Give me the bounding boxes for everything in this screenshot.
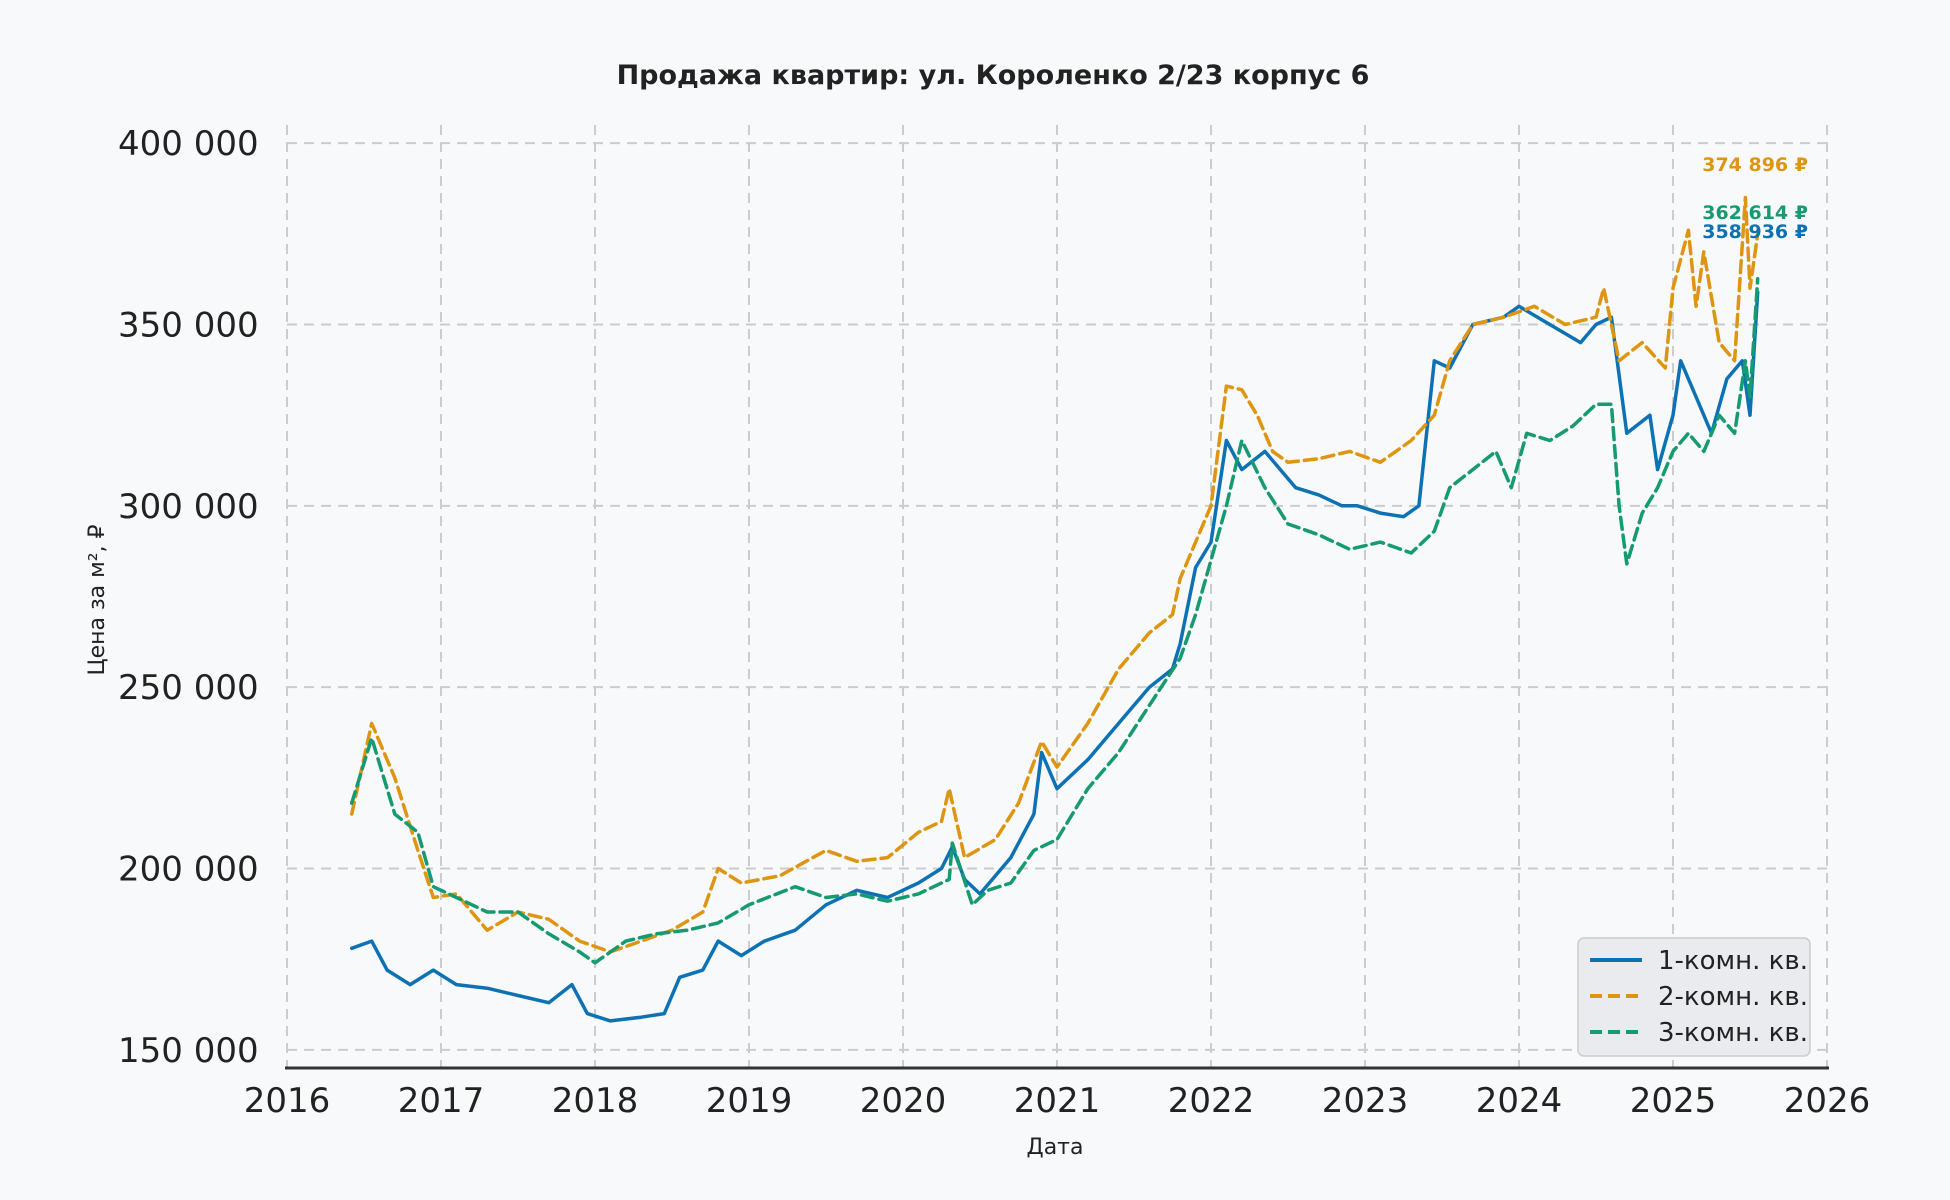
grid: [286, 125, 1828, 1068]
end-value-label-3: 362 614 ₽: [1702, 202, 1808, 224]
x-tick-label: 2017: [398, 1081, 485, 1121]
x-axis-label: Дата: [1027, 1135, 1084, 1160]
end-value-label-2: 374 896 ₽: [1702, 154, 1808, 176]
x-tick-label: 2026: [1784, 1081, 1871, 1121]
y-tick-label: 400 000: [118, 124, 259, 164]
legend-label-3: 3-комн. кв.: [1658, 1018, 1808, 1048]
legend-box: [1577, 937, 1811, 1057]
y-tick-label: 150 000: [118, 1031, 259, 1071]
y-tick-label: 200 000: [118, 850, 259, 890]
x-tick-label: 2020: [860, 1081, 947, 1121]
x-tick-label: 2016: [244, 1081, 331, 1121]
x-tick-label: 2022: [1168, 1081, 1255, 1121]
series-lines: [349, 195, 1760, 1023]
x-axis-ticks: 2016 2017 2018 2019 2020 2021 2022 2023 2024 2025…: [244, 1081, 1871, 1121]
series-line-3: [349, 276, 1760, 965]
x-tick-label: 2021: [1014, 1081, 1101, 1121]
x-tick-label: 2018: [552, 1081, 639, 1121]
x-tick-label: 2019: [706, 1081, 793, 1121]
y-tick-label: 300 000: [118, 487, 259, 527]
legend-label-2: 2-комн. кв.: [1658, 982, 1808, 1012]
x-tick-label: 2025: [1630, 1081, 1717, 1121]
end-value-label-1: 358 936 ₽: [1702, 221, 1808, 243]
x-tick-label: 2024: [1476, 1081, 1563, 1121]
y-tick-label: 350 000: [118, 305, 259, 345]
legend-label-1: 1-комн. кв.: [1658, 946, 1808, 976]
y-axis-ticks: 150 000 200 000 250 000 300 000 350 000 400 0…: [118, 124, 259, 1071]
x-tick-label: 2023: [1322, 1081, 1409, 1121]
series-line-1: [349, 290, 1760, 1023]
series-line-2: [349, 195, 1760, 954]
chart-title: Продажа квартир: ул. Короленко 2/23 корп…: [617, 60, 1370, 91]
legend: 1-комн. кв. 2-комн. кв. 3-комн. кв.: [1577, 937, 1811, 1057]
end-value-labels: 358 936 ₽362 614 ₽ 374 896 ₽: [1702, 154, 1808, 243]
y-tick-label: 250 000: [118, 668, 259, 708]
y-axis-label: Цена за м², ₽: [85, 524, 110, 675]
